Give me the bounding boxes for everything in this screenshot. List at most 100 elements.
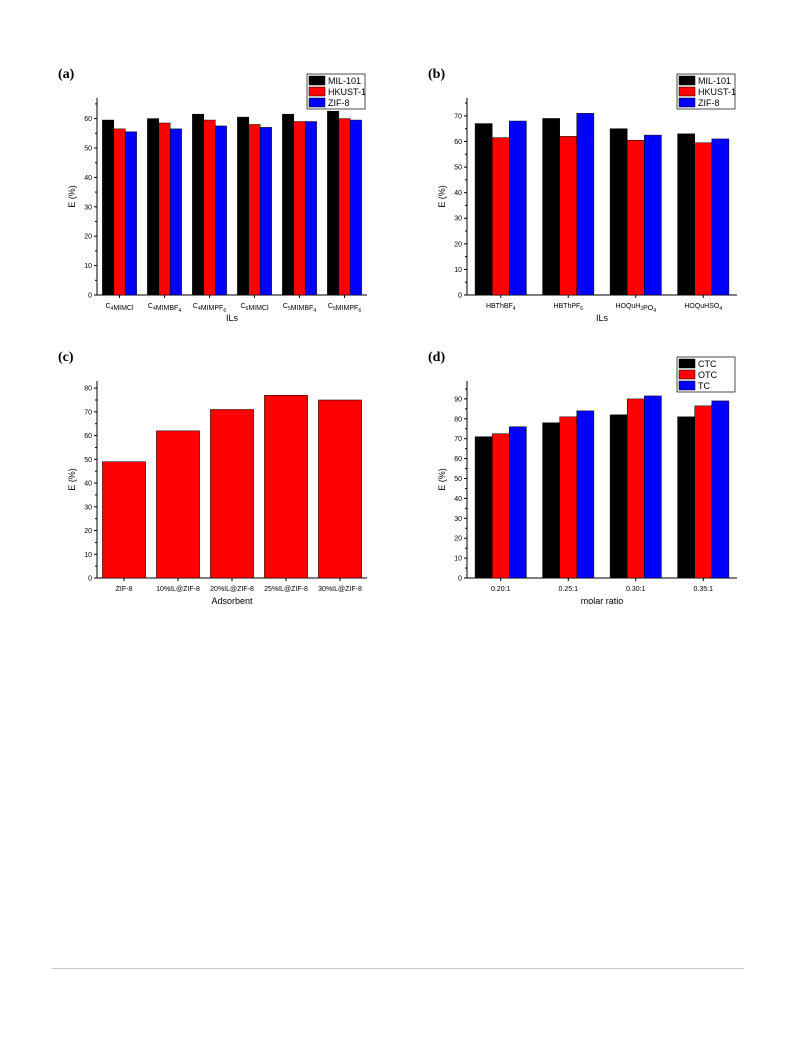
y-axis-title: E (%) — [67, 468, 77, 491]
bar — [542, 422, 560, 579]
x-tick-label-part: C — [328, 303, 333, 310]
bar — [113, 128, 126, 296]
bar — [156, 430, 200, 579]
y-tick-label: 40 — [454, 496, 462, 503]
bar — [694, 405, 713, 579]
bar — [259, 127, 272, 296]
y-tick-label: 0 — [458, 293, 462, 300]
x-tick-label-part: 0.30:1 — [626, 586, 646, 593]
x-tick-label: C4MIMCl — [105, 303, 134, 312]
bar — [214, 125, 227, 296]
x-tick-label-part: HOQuH — [615, 303, 640, 310]
legend-label: ZIF-8 — [698, 98, 720, 108]
x-tick-label: C4MIMPF6 — [193, 303, 226, 314]
bar — [210, 409, 254, 579]
bar — [576, 113, 595, 296]
y-tick-label: 70 — [454, 436, 462, 443]
bar — [102, 119, 115, 296]
bar — [644, 134, 662, 296]
x-tick-label-part: 10%IL@ZIF-8 — [156, 586, 200, 593]
bar — [542, 118, 560, 296]
x-tick-label-part: ZIF-8 — [116, 586, 133, 593]
chart-panel-d: (d) 0 10 20 30 40 50 60 70 80 90 0.20:1 0.25:1 0.30:… — [400, 345, 770, 605]
x-tick-label-subscript: 4 — [313, 308, 316, 314]
x-tick-label-subscript: 6 — [246, 306, 249, 312]
y-tick-label: 10 — [454, 267, 462, 274]
bar — [102, 461, 146, 579]
bar — [509, 120, 527, 296]
y-tick-label: 80 — [454, 416, 462, 423]
bar — [338, 118, 351, 296]
legend-swatch — [678, 86, 696, 97]
x-tick-label-part: MIMBF — [291, 305, 314, 312]
x-tick-label: ZIF-8 — [116, 586, 133, 593]
legend-swatch — [308, 97, 326, 108]
x-tick-label-part: C — [240, 303, 245, 310]
y-tick-label: 40 — [454, 190, 462, 197]
legend-label: HKUST-1 — [698, 87, 736, 97]
y-tick-label: 70 — [84, 409, 92, 416]
chart-panel-a: (a) 0 10 20 30 40 50 60 C4MIMCl C4MIMBF4 C4MIMPF6… — [30, 62, 400, 322]
bar — [304, 121, 317, 296]
bar — [609, 414, 628, 579]
bar — [644, 395, 662, 579]
bar — [474, 436, 493, 579]
legend-label: HKUST-1 — [328, 87, 366, 97]
bar — [626, 139, 645, 296]
y-tick-label: 30 — [84, 204, 92, 211]
x-tick-label-part: 30%IL@ZIF-8 — [318, 586, 362, 593]
panel-label: (d) — [428, 350, 446, 365]
x-tick-label-part: C — [193, 303, 198, 310]
x-tick-label-subscript: 4 — [198, 306, 201, 312]
bar — [559, 136, 578, 296]
footer-divider — [52, 968, 744, 969]
y-tick-label: 20 — [454, 536, 462, 543]
y-tick-label: 0 — [88, 293, 92, 300]
bar — [248, 124, 261, 296]
x-axis-title: molar ratio — [581, 596, 624, 605]
x-tick-label: C5MIMBF4 — [283, 303, 316, 314]
bar — [147, 118, 160, 296]
bar — [491, 137, 510, 296]
bar — [711, 400, 730, 579]
y-tick-label: 20 — [84, 234, 92, 241]
x-tick-label: C4MIMBF4 — [148, 303, 181, 314]
bar — [509, 426, 527, 579]
bar — [711, 138, 730, 296]
x-tick-label-subscript: 6 — [333, 306, 336, 312]
bar-chart-svg: 0 10 20 30 40 50 60 70 80 90 0.20:1 0.25:1 0.30:1 0.3… — [437, 356, 737, 605]
x-tick-label-part: MIMCl — [113, 305, 134, 312]
legend-swatch — [678, 380, 696, 391]
y-tick-label: 80 — [84, 386, 92, 393]
panel-label: (a) — [58, 67, 75, 82]
bar — [192, 113, 205, 296]
bar — [237, 116, 250, 296]
y-tick-label: 60 — [84, 433, 92, 440]
chart-panel-b: (b) 0 10 20 30 40 50 60 70 HBThBF4 HBThPF6 HOQuH2P… — [400, 62, 770, 322]
bar — [677, 133, 695, 296]
x-axis-title: Adsorbent — [211, 596, 253, 605]
x-tick-label-part: HBThPF — [553, 303, 580, 310]
x-tick-label-part: MIMBF — [156, 305, 179, 312]
x-axis-title: ILs — [226, 313, 239, 322]
x-tick-label-subscript: 4 — [111, 306, 114, 312]
bar — [169, 128, 182, 296]
x-tick-label-part: PO — [643, 305, 654, 312]
bar — [293, 121, 306, 296]
x-tick-label-part: 0.20:1 — [491, 586, 511, 593]
x-tick-label-part: HOQuHSO — [684, 303, 720, 310]
legend-label: MIL-101 — [698, 76, 731, 86]
y-tick-label: 10 — [84, 263, 92, 270]
x-tick-label-subscript: 6 — [358, 308, 361, 314]
bar — [491, 433, 510, 579]
x-tick-label-part: 0.25:1 — [559, 586, 579, 593]
x-tick-label-part: C — [105, 303, 110, 310]
y-tick-label: 0 — [458, 576, 462, 583]
x-tick-label-subscript: 6 — [580, 306, 583, 312]
bar — [694, 142, 713, 296]
x-tick-label-part: C — [148, 303, 153, 310]
x-tick-label: HBThBF4 — [486, 303, 516, 312]
x-tick-label-part: MIMPF — [201, 305, 224, 312]
